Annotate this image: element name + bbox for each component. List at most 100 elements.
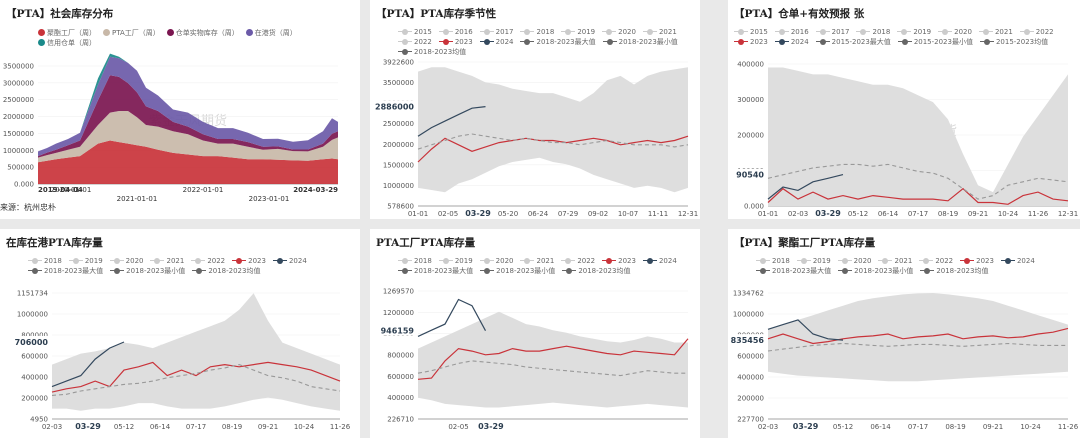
legend-item[interactable]: 2018-2023最大值 (28, 266, 103, 276)
legend-item[interactable]: 2020 (938, 27, 972, 37)
legend-item[interactable]: 2018-2023最小值 (838, 266, 913, 276)
legend-item[interactable]: 2016 (774, 27, 809, 37)
legend-item[interactable]: 2018-2023均值 (192, 266, 260, 276)
legend-item[interactable]: 2018-2023均值 (562, 266, 630, 276)
legend-marker (109, 258, 124, 264)
legend-marker (979, 39, 994, 45)
x-tick-label: 05-12 (114, 423, 134, 431)
legend-item[interactable]: 2019 (561, 27, 595, 37)
legend-item[interactable]: 2016 (438, 27, 473, 37)
chart-plot: 紫金天风期货1151734100000080000060000040000020… (14, 290, 351, 431)
legend-item[interactable]: 2018-2023最小值 (480, 266, 555, 276)
legend-item[interactable]: 2020 (109, 256, 144, 266)
legend-item[interactable]: 2019 (68, 256, 103, 266)
x-tick-label: 09-21 (983, 423, 1003, 431)
legend-item[interactable]: 2020 (479, 256, 513, 266)
legend-item[interactable]: 2015-2023最大值 (815, 37, 891, 47)
legend-label: 2018-2023最大值 (44, 267, 104, 275)
legend-item[interactable]: 2020 (837, 256, 871, 266)
legend-item[interactable]: 2018-2023均值 (398, 47, 466, 57)
legend-item[interactable]: 2024 (272, 256, 307, 266)
legend-item[interactable]: 2015-2023最小值 (897, 37, 973, 47)
legend-label: 2023 (454, 38, 473, 46)
legend-marker (796, 258, 811, 264)
legend-label: 2023 (248, 257, 266, 265)
legend-item[interactable]: 2018-2023均值 (920, 266, 988, 276)
legend-item[interactable]: 在港货（周） (245, 28, 297, 38)
legend-item[interactable]: 2023 (602, 256, 636, 266)
legend-item[interactable]: 聚酯工厂（周） (38, 28, 96, 38)
x-tick-label: 07-17 (908, 423, 928, 431)
x-tick-label: 11-26 (1058, 423, 1079, 431)
legend-label: 2023 (976, 257, 994, 265)
legend-item[interactable]: 2022 (919, 256, 953, 266)
legend-marker (480, 268, 495, 274)
legend-item[interactable]: 2024 (1000, 256, 1035, 266)
series-line (51, 361, 341, 393)
legend-item[interactable]: 2017 (479, 27, 513, 37)
legend-item[interactable]: 2015 (398, 27, 432, 37)
legend-item[interactable]: 2021 (150, 256, 184, 266)
legend-item[interactable]: 2021 (642, 27, 677, 37)
legend-item[interactable]: 2022 (1019, 27, 1054, 37)
current-value-label: 946159 (381, 327, 415, 336)
legend-marker (838, 268, 853, 274)
legend-item[interactable]: 2019 (796, 256, 831, 266)
chart-panel-5: PTA工厂PTA库存量 2018 2019 2020 2021 2022 2023 2024… (370, 229, 700, 438)
legend-item[interactable]: 2022 (398, 37, 432, 47)
legend-item[interactable]: 2022 (191, 256, 225, 266)
legend-item[interactable]: 2018 (398, 256, 432, 266)
legend-marker (897, 39, 912, 45)
series-line (417, 135, 689, 163)
legend-item[interactable]: 2015-2023均值 (979, 37, 1048, 47)
current-value-box (380, 324, 416, 336)
y-tick-label: 0.000 (744, 203, 764, 211)
legend-item[interactable]: 2018 (856, 27, 890, 37)
legend-item[interactable]: 2021 (520, 256, 554, 266)
legend-item[interactable]: 2018 (28, 256, 62, 266)
y-tick-label: 3922600 (383, 59, 414, 67)
range-band (418, 311, 688, 408)
current-value-label: 90540 (736, 171, 764, 180)
legend-item[interactable]: 2017 (815, 27, 849, 37)
x-tick-label: 2024-03-29 (293, 186, 338, 194)
chart-plot: 紫金天风期货3500000300000025000002000000150000… (3, 53, 338, 203)
legend-item[interactable]: 2015 (734, 27, 768, 37)
legend-label: 2020 (125, 257, 144, 265)
legend-marker (520, 258, 535, 264)
legend-marker (150, 258, 165, 264)
legend-marker (602, 29, 617, 35)
legend-marker (398, 29, 412, 35)
legend-item[interactable]: 2024 (642, 256, 677, 266)
legend-item[interactable]: 2023 (438, 37, 473, 47)
legend-label: 仓单实物库存（周） (175, 29, 239, 37)
y-tick-label: 4950 (30, 416, 48, 424)
legend-item[interactable]: 2021 (978, 27, 1013, 37)
legend-item[interactable]: 2019 (897, 27, 931, 37)
legend-item[interactable]: 2019 (438, 256, 473, 266)
legend-item[interactable]: 2023 (232, 256, 266, 266)
legend-item[interactable]: 2023 (960, 256, 994, 266)
legend-item[interactable]: 2024 (479, 37, 513, 47)
y-tick-label: 1500000 (3, 130, 34, 138)
legend-item[interactable]: 2020 (602, 27, 636, 37)
legend-item[interactable]: 2021 (878, 256, 912, 266)
range-band (418, 67, 688, 193)
legend-item[interactable]: 仓单实物库存（周） (166, 28, 239, 38)
legend-item[interactable]: 2018-2023最大值 (756, 266, 831, 276)
legend-item[interactable]: 2018-2023最大值 (520, 37, 596, 47)
x-tick-label: 01-01 (408, 210, 428, 218)
legend-item[interactable]: 2018-2023最大值 (398, 266, 473, 276)
legend-item[interactable]: 2018 (520, 27, 554, 37)
legend-item[interactable]: 2023 (734, 37, 768, 47)
legend-item[interactable]: 2018-2023最小值 (602, 37, 678, 47)
x-tick-label: 05-12 (848, 210, 868, 218)
legend-label: 2015-2023最小值 (913, 38, 973, 46)
legend-item[interactable]: 2018-2023最小值 (110, 266, 185, 276)
legend-item[interactable]: 2024 (774, 37, 809, 47)
legend-item[interactable]: 2018 (756, 256, 790, 266)
legend-label: 2018-2023最小值 (496, 267, 556, 275)
legend-item[interactable]: 2022 (561, 256, 595, 266)
legend-item[interactable]: PTA工厂（周） (103, 28, 160, 38)
legend-item[interactable]: 信用仓单（周） (38, 38, 96, 48)
